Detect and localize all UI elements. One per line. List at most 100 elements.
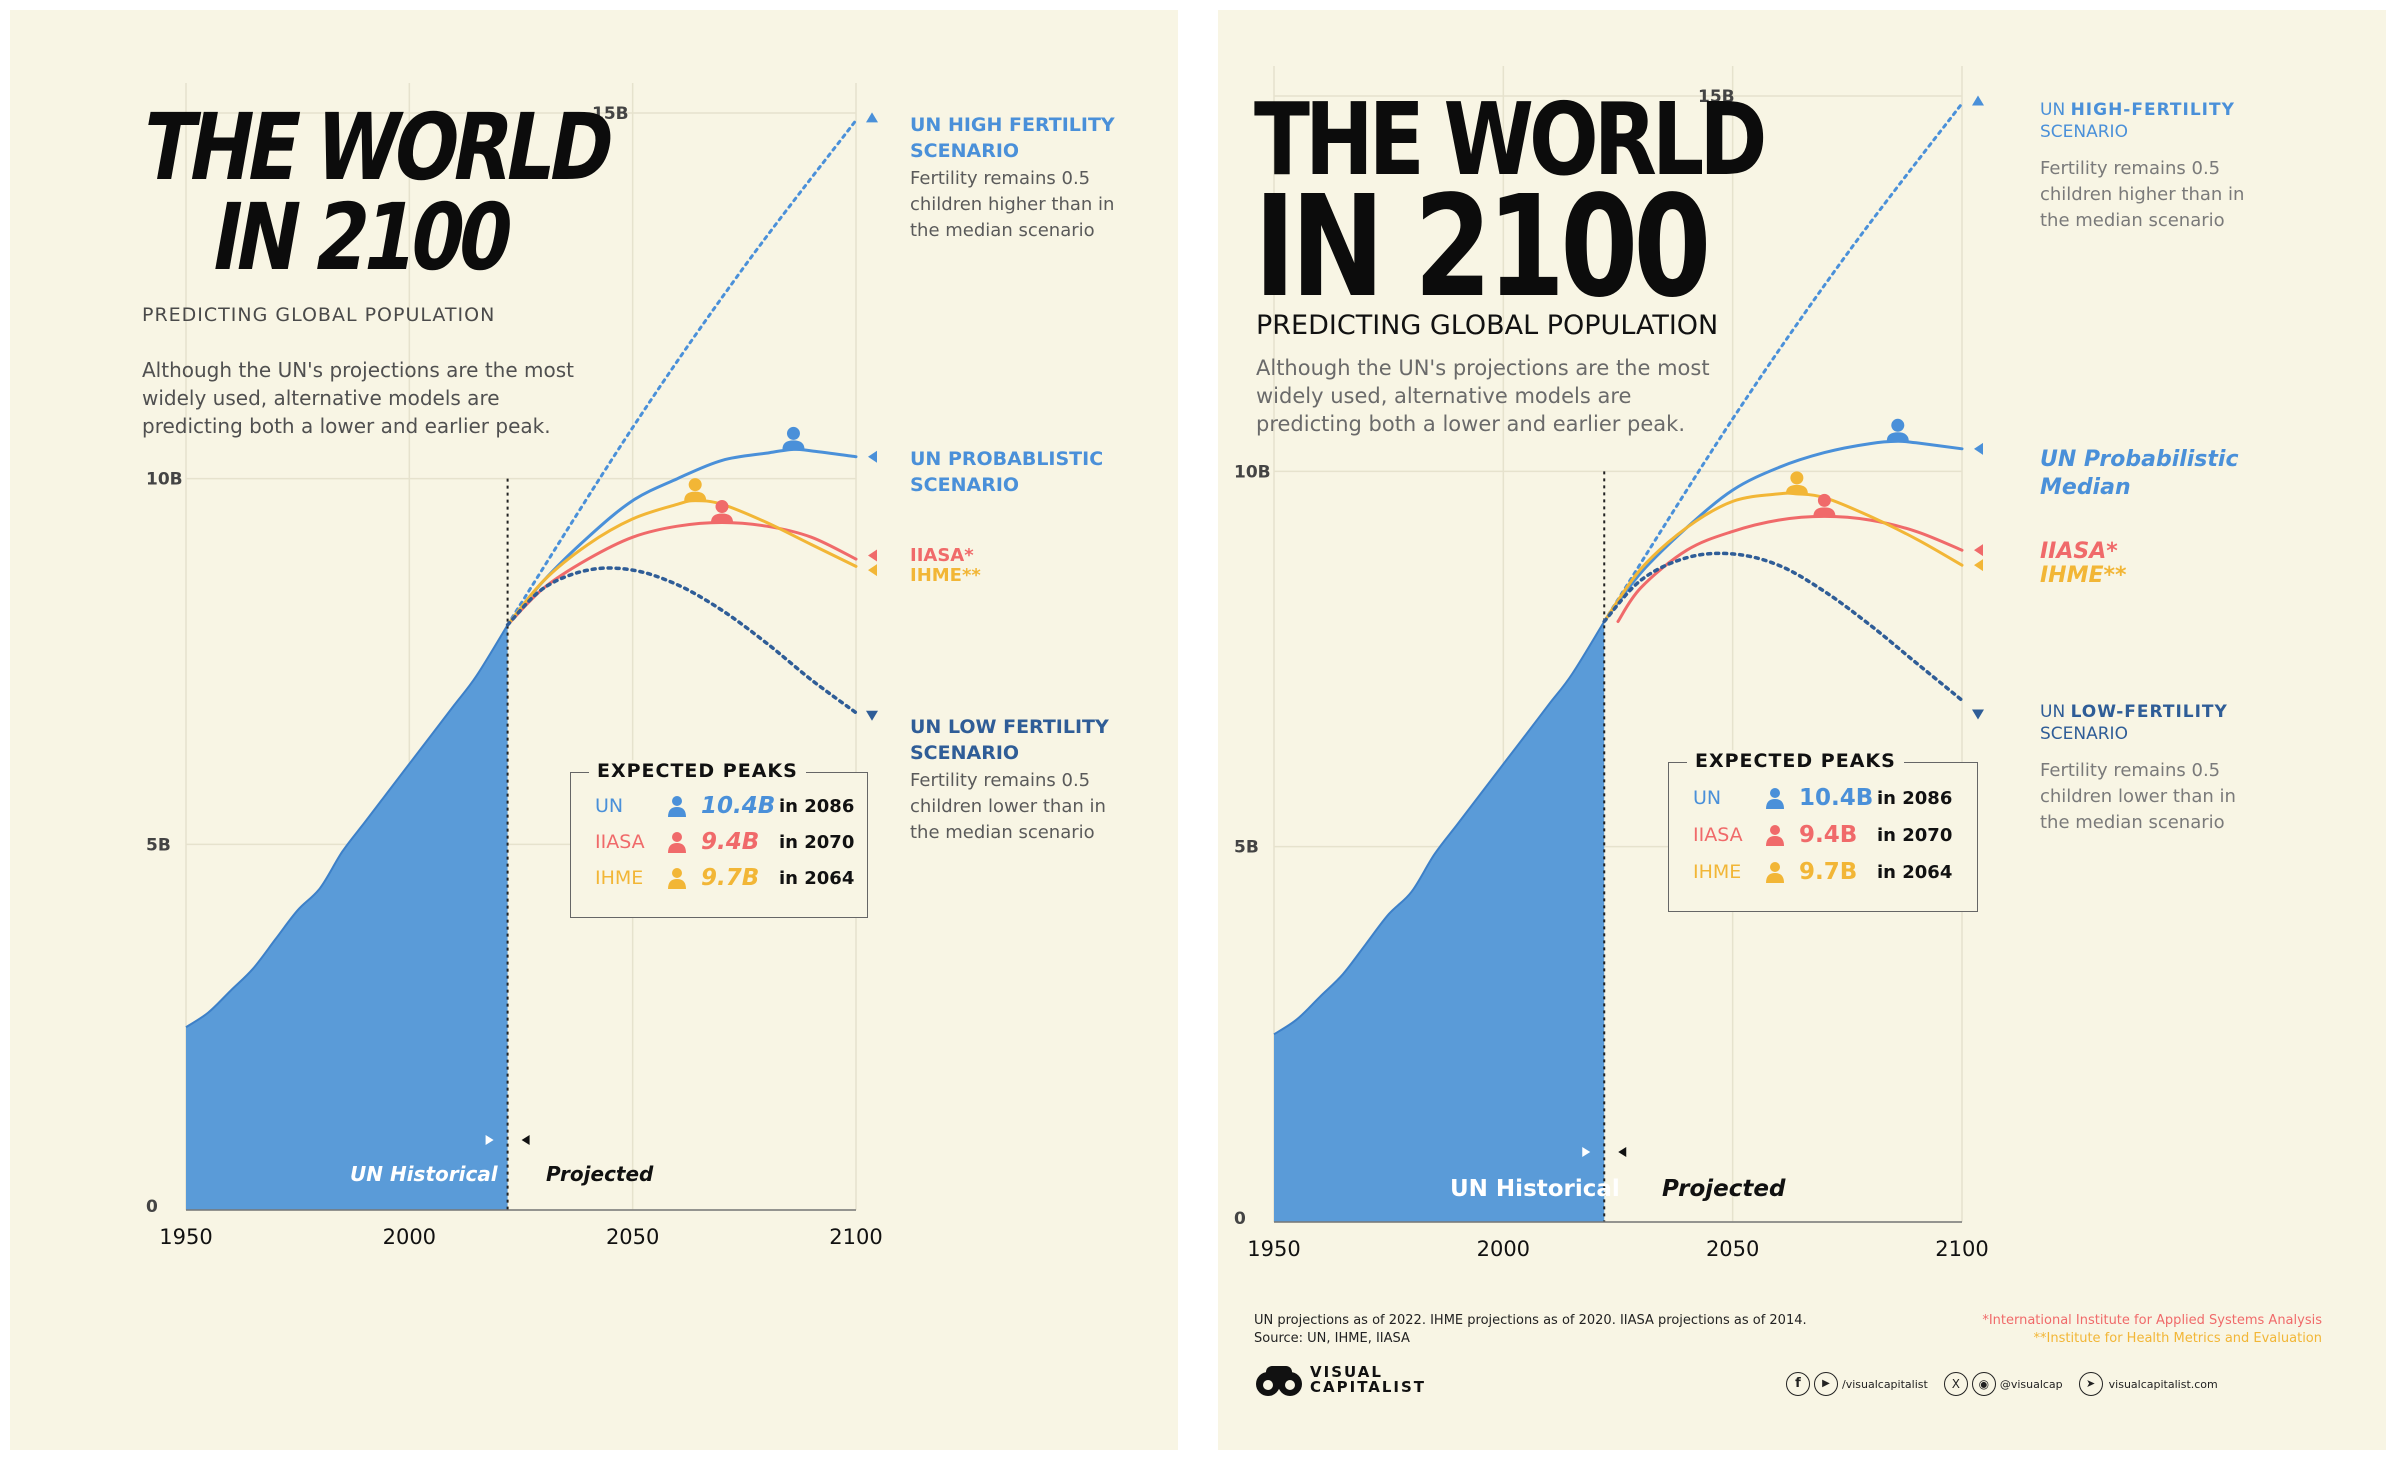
facebook-icon[interactable]: f bbox=[1786, 1372, 1810, 1396]
note-high-fertility: Fertility remains 0.5 children higher th… bbox=[910, 168, 1115, 241]
peak-name: IIASA bbox=[1693, 824, 1743, 846]
arrow-low-fertility bbox=[1972, 709, 1984, 720]
arrow-ihme bbox=[1974, 559, 1983, 572]
x-tick-label: 2100 bbox=[829, 1225, 882, 1249]
label-high-prefix: UN bbox=[2040, 100, 2071, 120]
person-icon bbox=[711, 500, 733, 523]
person-icon-body bbox=[1886, 432, 1909, 442]
person-icon-body bbox=[684, 491, 707, 501]
series-un-median bbox=[1602, 439, 1964, 623]
footnote-iiasa: *International Institute for Applied Sys… bbox=[1982, 1313, 2322, 1328]
title-line-2: IN 2100 bbox=[204, 184, 517, 291]
peak-value: 9.4B bbox=[701, 829, 760, 855]
social-links: f ▶ /visualcapitalist X ◉ @visualcap ➤ v… bbox=[1786, 1372, 2218, 1396]
label-low-fertility: UN LOW FERTILITY SCENARIO bbox=[910, 716, 1109, 764]
peak-year: in 2064 bbox=[1877, 861, 1953, 883]
peak-row-un: UN 10.4B in 2086 bbox=[595, 793, 854, 819]
expected-peaks-box: EXPECTED PEAKS UN 10.4B in 2086 IIASA 9.… bbox=[1668, 750, 1978, 912]
historical-area bbox=[186, 624, 508, 1210]
series-low-fertility bbox=[505, 566, 858, 715]
x-tick-label: 2050 bbox=[1706, 1237, 1759, 1261]
series-high-fertility bbox=[1602, 102, 1964, 623]
peak-row-iiasa: IIASA 9.4B in 2070 bbox=[1693, 822, 1952, 848]
y-tick-label: 10B bbox=[1234, 462, 1271, 482]
infographic-right: 1950 2000 2050 2100 0 5B 10B 15B THE WORLD IN 2… bbox=[1218, 10, 2386, 1450]
note-low-fertility: Fertility remains 0.5 children lower tha… bbox=[910, 770, 1106, 843]
arrow-historical bbox=[485, 1135, 494, 1145]
description: Although the UN's projections are the mo… bbox=[142, 358, 574, 438]
historical-line bbox=[185, 624, 509, 1029]
peak-year: in 2064 bbox=[779, 867, 855, 889]
label-high-bold: HIGH-FERTILITY bbox=[2070, 100, 2235, 120]
projected-label: Projected bbox=[546, 1162, 654, 1186]
description: Although the UN's projections are the mo… bbox=[1256, 356, 1710, 436]
person-icon bbox=[668, 832, 686, 853]
x-tick-label: 2000 bbox=[1477, 1237, 1530, 1261]
y-tick-label: 5B bbox=[1234, 838, 1259, 858]
arrow-iiasa bbox=[1974, 544, 1983, 557]
peak-name: IHME bbox=[595, 867, 644, 889]
peak-year: in 2086 bbox=[1877, 787, 1953, 809]
person-icon-head bbox=[1790, 471, 1804, 485]
person-icon bbox=[668, 796, 686, 817]
x-tick-label: 1950 bbox=[1247, 1237, 1300, 1261]
peak-name: UN bbox=[595, 795, 624, 817]
peak-row-ihme: IHME 9.7B in 2064 bbox=[1693, 859, 1952, 885]
cursor-icon[interactable]: ➤ bbox=[2078, 1372, 2103, 1396]
x-icon[interactable]: X bbox=[1943, 1372, 1968, 1396]
label-ihme: IHME** bbox=[910, 565, 981, 586]
label-low-fertility-line2: SCENARIO bbox=[2040, 724, 2128, 744]
arrow-iiasa bbox=[868, 549, 877, 562]
label-iiasa: IIASA* bbox=[910, 545, 974, 566]
title-line-1: THE WORLD bbox=[1254, 81, 1767, 198]
note-high-fertility: Fertility remains 0.5 children higher th… bbox=[2040, 158, 2245, 231]
arrow-low-fertility bbox=[866, 710, 878, 721]
series-ihme bbox=[506, 499, 858, 627]
x-tick-label: 2100 bbox=[1935, 1237, 1988, 1261]
label-high-fertility: UN HIGH-FERTILITY bbox=[2040, 100, 2235, 120]
person-icon bbox=[668, 868, 686, 889]
person-icon bbox=[1886, 418, 1909, 442]
arrow-historical bbox=[1582, 1147, 1591, 1157]
arrow-un-median bbox=[868, 450, 877, 463]
title-line-2: IN 2100 bbox=[1254, 166, 1711, 329]
footnote-ihme: **Institute for Health Metrics and Evalu… bbox=[2033, 1331, 2322, 1346]
person-icon-body bbox=[1813, 507, 1836, 517]
x-tick-label: 1950 bbox=[159, 1225, 212, 1249]
y-tick-label: 0 bbox=[1234, 1209, 1246, 1229]
person-icon-head bbox=[786, 426, 800, 440]
x-tick-label: 2000 bbox=[383, 1225, 436, 1249]
series-low-fertility bbox=[1602, 551, 1964, 703]
label-un-median: UN Probabilistic Median bbox=[2040, 447, 2239, 500]
series-iiasa bbox=[506, 520, 858, 627]
label-ihme: IHME** bbox=[2040, 563, 2127, 588]
historical-line bbox=[1273, 620, 1606, 1036]
person-icon bbox=[1766, 862, 1784, 883]
instagram-icon[interactable]: ◉ bbox=[1971, 1372, 1996, 1396]
social-handle-facebook[interactable]: /visualcapitalist bbox=[1842, 1377, 1928, 1391]
peak-name: IIASA bbox=[595, 831, 645, 853]
y-tick-label: 10B bbox=[146, 470, 183, 490]
youtube-icon[interactable]: ▶ bbox=[1814, 1372, 1838, 1396]
visual-capitalist-logo[interactable]: VISUAL CAPITALIST bbox=[1254, 1360, 1426, 1400]
website-link[interactable]: visualcapitalist.com bbox=[2108, 1377, 2218, 1391]
peak-value: 9.7B bbox=[1799, 859, 1858, 885]
person-icon bbox=[684, 478, 707, 501]
expected-peaks-title: EXPECTED PEAKS bbox=[1687, 750, 1904, 772]
label-low-bold: LOW-FERTILITY bbox=[2070, 702, 2228, 722]
peak-value: 10.4B bbox=[1799, 785, 1874, 811]
expected-peaks-box: EXPECTED PEAKS UN 10.4B in 2086 IIASA 9.… bbox=[570, 760, 868, 918]
peak-value: 9.7B bbox=[701, 865, 760, 891]
arrow-high-fertility bbox=[866, 112, 878, 123]
y-tick-label: 5B bbox=[146, 835, 171, 855]
person-icon-head bbox=[688, 478, 702, 492]
social-handle-x[interactable]: @visualcap bbox=[1999, 1377, 2063, 1391]
infographic-left: 1950 2000 2050 2100 0 5B 10B 15B THE WORLD IN 2… bbox=[10, 10, 1178, 1450]
peak-value: 9.4B bbox=[1799, 822, 1858, 848]
subtitle: PREDICTING GLOBAL POPULATION bbox=[1256, 310, 1719, 341]
series-high-fertility bbox=[506, 118, 858, 627]
person-icon-body bbox=[711, 513, 733, 523]
person-icon-head bbox=[1817, 493, 1831, 507]
peak-row-ihme: IHME 9.7B in 2064 bbox=[595, 865, 854, 891]
subtitle: PREDICTING GLOBAL POPULATION bbox=[142, 304, 496, 326]
